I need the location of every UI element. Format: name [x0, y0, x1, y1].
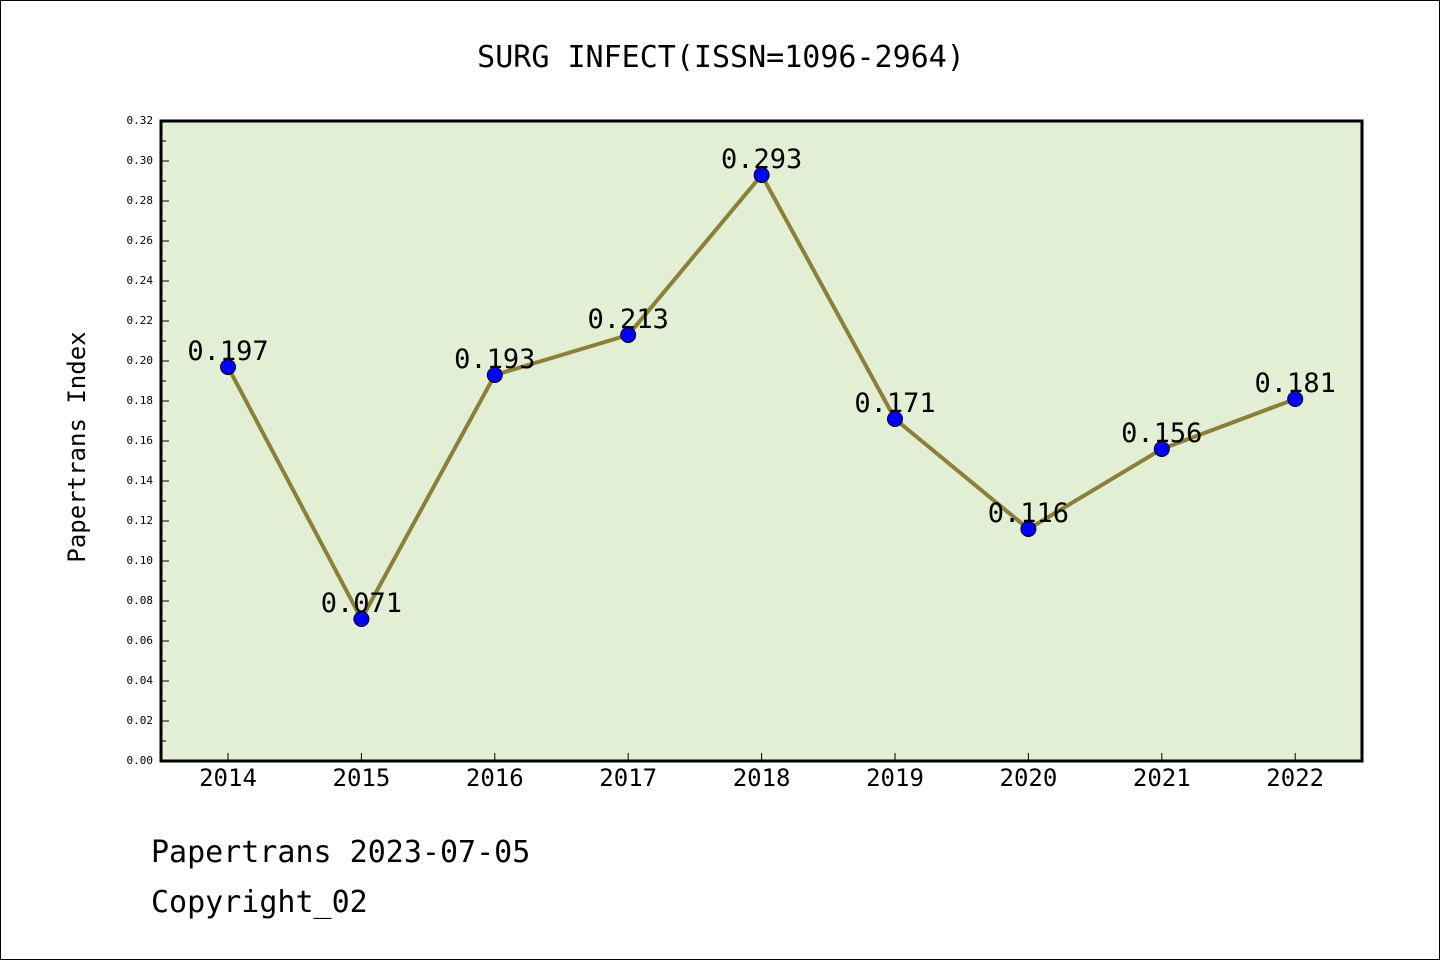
- data-point: [486, 367, 503, 383]
- footer-date: Papertrans 2023-07-05: [151, 835, 531, 870]
- y-tick-label: 0.32: [127, 114, 154, 127]
- data-label: 0.213: [588, 304, 669, 335]
- data-label: 0.197: [187, 336, 268, 367]
- y-tick-label: 0.12: [127, 514, 154, 527]
- y-tick-label: 0.00: [127, 754, 154, 767]
- y-tick-label: 0.02: [127, 714, 154, 727]
- x-tick-label: 2019: [866, 764, 924, 792]
- y-tick-label: 0.20: [127, 354, 154, 367]
- data-point: [220, 359, 236, 375]
- x-axis-ticks: 2014 2015 2016 2017 2018 2019 2020 2021 2022: [199, 753, 1324, 792]
- y-tick-label: 0.10: [127, 554, 154, 567]
- y-axis-ticks: 0.00 0.02 0.04 0.06 0.08 0.10 0.12 0.14 0.16 0.18…: [127, 114, 169, 767]
- x-tick-label: 2014: [199, 764, 257, 792]
- x-tick-label: 2021: [1133, 764, 1191, 792]
- data-label: 0.156: [1121, 418, 1202, 449]
- data-point: [1287, 391, 1304, 407]
- data-point: [753, 167, 770, 183]
- y-tick-label: 0.30: [127, 154, 154, 167]
- y-tick-label: 0.28: [127, 194, 154, 207]
- data-point: [887, 411, 903, 427]
- y-tick-label: 0.08: [127, 594, 154, 607]
- x-tick-label: 2015: [333, 764, 391, 792]
- y-tick-label: 0.04: [127, 674, 154, 687]
- y-tick-label: 0.22: [127, 314, 154, 327]
- y-tick-label: 0.24: [127, 274, 154, 287]
- data-label: 0.181: [1255, 368, 1336, 399]
- x-tick-label: 2017: [599, 764, 657, 792]
- data-points: [220, 167, 1304, 627]
- data-label: 0.116: [988, 498, 1069, 529]
- data-label: 0.071: [321, 588, 402, 619]
- y-tick-label: 0.14: [127, 474, 154, 487]
- footer-copyright: Copyright_02: [151, 885, 368, 920]
- y-axis-label: Papertrans Index: [63, 331, 91, 562]
- y-tick-label: 0.18: [127, 394, 154, 407]
- data-point: [620, 327, 637, 343]
- data-label: 0.293: [721, 144, 802, 175]
- data-point: [1153, 441, 1170, 457]
- data-point: [1020, 521, 1037, 537]
- data-point: [353, 611, 370, 627]
- data-label: 0.171: [854, 388, 935, 419]
- chart-title: SURG INFECT(ISSN=1096-2964): [477, 40, 965, 75]
- plot-border: [159, 119, 1364, 763]
- data-labels: 0.197 0.071 0.193 0.213 0.293 0.171 0.116 0.156…: [187, 144, 1335, 619]
- x-tick-label: 2020: [1000, 764, 1058, 792]
- y-tick-label: 0.16: [127, 434, 154, 447]
- x-tick-label: 2016: [466, 764, 524, 792]
- plot-area: [161, 121, 1362, 761]
- x-tick-label: 2022: [1266, 764, 1324, 792]
- x-tick-label: 2018: [733, 764, 791, 792]
- y-tick-label: 0.06: [127, 634, 154, 647]
- data-label: 0.193: [454, 344, 535, 375]
- y-tick-label: 0.26: [127, 234, 154, 247]
